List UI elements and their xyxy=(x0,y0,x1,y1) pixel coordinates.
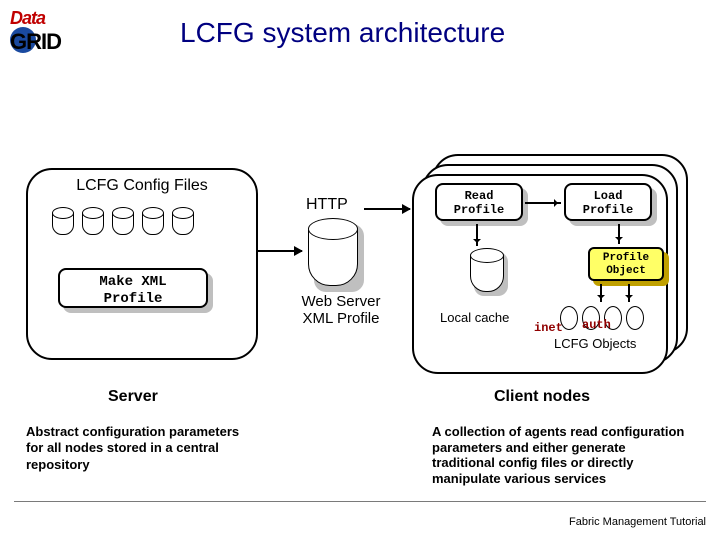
inet-label: inet xyxy=(534,321,563,335)
lcfg-objects-label: LCFG Objects xyxy=(554,336,636,351)
arrow-object-to-agents-1 xyxy=(600,284,602,302)
arrow-server-to-web xyxy=(258,250,302,252)
footer-divider xyxy=(14,501,706,502)
arrow-object-to-agents-2 xyxy=(628,284,630,302)
config-file-icon xyxy=(172,207,194,235)
page-title: LCFG system architecture xyxy=(180,18,505,49)
server-panel xyxy=(26,168,258,360)
profile-object-label: Profile Object xyxy=(603,252,649,277)
load-profile-box: Load Profile xyxy=(564,183,652,221)
arrow-load-to-object xyxy=(618,224,620,244)
make-xml-label: Make XML Profile xyxy=(99,274,166,307)
server-description: Abstract configuration parameters for al… xyxy=(26,424,244,473)
footer-text: Fabric Management Tutorial xyxy=(569,516,706,528)
config-file-icon xyxy=(142,207,164,235)
clients-description: A collection of agents read configuratio… xyxy=(432,424,686,486)
profile-object-box: Profile Object xyxy=(588,247,664,281)
read-profile-label: Read Profile xyxy=(454,189,504,217)
config-file-icon xyxy=(112,207,134,235)
clients-label: Client nodes xyxy=(494,388,590,406)
logo: Data GRID xyxy=(10,8,100,55)
load-profile-label: Load Profile xyxy=(583,189,633,217)
web-server-label: Web Server XML Profile xyxy=(286,293,396,328)
config-file-icon xyxy=(82,207,104,235)
config-file-icon xyxy=(52,207,74,235)
lcfg-object-icon xyxy=(626,306,644,330)
logo-bottom-wrap: GRID xyxy=(10,29,61,55)
local-cache-label: Local cache xyxy=(440,310,509,325)
logo-top: Data xyxy=(10,8,100,29)
web-server-icon xyxy=(308,218,358,286)
logo-bottom: GRID xyxy=(10,29,61,55)
config-files-label: LCFG Config Files xyxy=(34,177,250,195)
arrow-read-to-cache xyxy=(476,224,478,246)
local-cache-icon xyxy=(470,248,504,292)
arrow-web-to-client xyxy=(364,208,410,210)
read-profile-box: Read Profile xyxy=(435,183,523,221)
http-label: HTTP xyxy=(306,196,348,214)
server-label: Server xyxy=(108,388,158,406)
arrow-read-to-load xyxy=(525,202,561,204)
auth-label: auth xyxy=(582,318,611,332)
make-xml-profile-box: Make XML Profile xyxy=(58,268,208,308)
